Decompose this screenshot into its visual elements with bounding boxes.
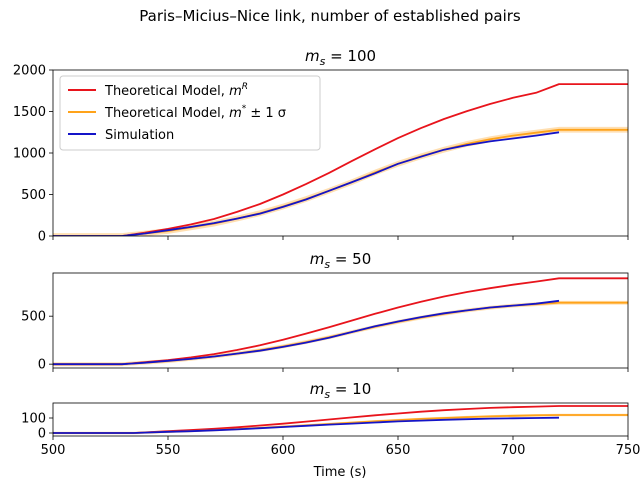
figure-suptitle: Paris–Micius–Nice link, number of establ… xyxy=(139,7,521,25)
y-tick-label: 2000 xyxy=(13,64,46,79)
y-tick-label: 0 xyxy=(38,358,46,373)
series-line-1 xyxy=(53,277,628,366)
y-tick-label: 0 xyxy=(38,230,46,245)
x-tick-label: 600 xyxy=(271,443,296,458)
axes-frame xyxy=(52,402,629,437)
y-tick-label: 100 xyxy=(21,412,46,427)
y-tick-label: 500 xyxy=(21,188,46,203)
panel-title: ms = 100 xyxy=(305,47,376,68)
series-line-1 xyxy=(53,405,628,434)
y-tick-label: 1500 xyxy=(13,105,46,120)
series-line-1 xyxy=(53,83,628,236)
legend: Theoretical Model, mR Theoretical Model, … xyxy=(59,75,321,151)
y-tick-label: 1000 xyxy=(13,147,46,162)
panel-2: 0 500 ms = 50 xyxy=(21,250,629,373)
series-line-3 xyxy=(53,299,560,366)
legend-box xyxy=(59,75,321,151)
series-band xyxy=(53,300,628,367)
x-tick-label: 550 xyxy=(156,443,181,458)
series-line-3 xyxy=(53,131,560,236)
legend-entry: Simulation xyxy=(105,128,174,143)
plot-area xyxy=(53,405,628,435)
axes-frame xyxy=(52,272,629,369)
x-tick-label: 750 xyxy=(616,443,641,458)
panel-title: ms = 10 xyxy=(310,380,372,401)
legend-entry: Theoretical Model, mR xyxy=(104,82,248,99)
legend-entry: Theoretical Model, m* ± 1 σ xyxy=(104,104,286,121)
y-tick-label: 0 xyxy=(38,427,46,442)
panel-1: 0 500 1000 1500 2000 ms = 100 xyxy=(13,47,629,245)
plot-area xyxy=(53,83,628,236)
plot-area xyxy=(53,277,628,367)
series-line-3 xyxy=(53,416,560,434)
x-tick-label: 500 xyxy=(41,443,66,458)
x-tick-label: 650 xyxy=(386,443,411,458)
x-tick-label: 700 xyxy=(501,443,526,458)
x-axis-label: Time (s) xyxy=(313,465,367,480)
panel-title: ms = 50 xyxy=(310,250,372,271)
y-tick-label: 500 xyxy=(21,310,46,325)
